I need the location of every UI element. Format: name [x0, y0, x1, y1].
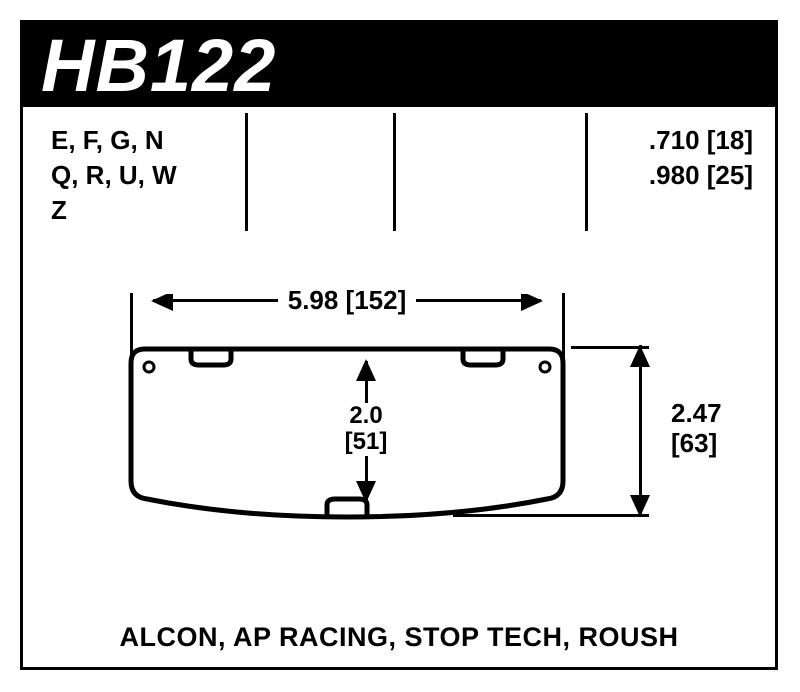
arrow-icon — [521, 291, 543, 311]
arrow-icon — [630, 345, 650, 367]
thickness-options: .710 [18] .980 [25] — [649, 123, 753, 193]
thickness-row: .710 [18] — [649, 123, 753, 158]
dim-outer-label: 2.47 [63] — [671, 399, 722, 459]
dim-width: 5.98 [152] — [153, 263, 541, 323]
codes-line: Z — [51, 193, 177, 228]
thickness-row: .980 [25] — [649, 158, 753, 193]
drawing-frame: HB122 E, F, G, N Q, R, U, W Z .710 [18] … — [20, 20, 778, 670]
dim-line — [639, 345, 642, 517]
codes-line: E, F, G, N — [51, 123, 177, 158]
dim-inner-height: 2.0 [51] — [336, 361, 396, 501]
applications: ALCON, AP RACING, STOP TECH, ROUSH — [23, 622, 775, 653]
dim-outer-height: 2.47 [63] — [613, 345, 743, 517]
arrow-icon — [356, 359, 376, 381]
header-bar: HB122 — [23, 23, 775, 107]
arrow-icon — [630, 495, 650, 517]
dim-width-label: 5.98 [152] — [153, 263, 541, 294]
part-number: HB122 — [41, 23, 276, 108]
diagram-area: 5.98 [152] 2.0 [51] — [23, 253, 775, 623]
codes-line: Q, R, U, W — [51, 158, 177, 193]
arrow-icon — [151, 291, 173, 311]
info-row: E, F, G, N Q, R, U, W Z .710 [18] .980 [… — [23, 115, 775, 235]
compound-codes: E, F, G, N Q, R, U, W Z — [51, 123, 177, 228]
dim-inner-label: 2.0 [51] — [296, 403, 436, 456]
arrow-icon — [356, 481, 376, 503]
